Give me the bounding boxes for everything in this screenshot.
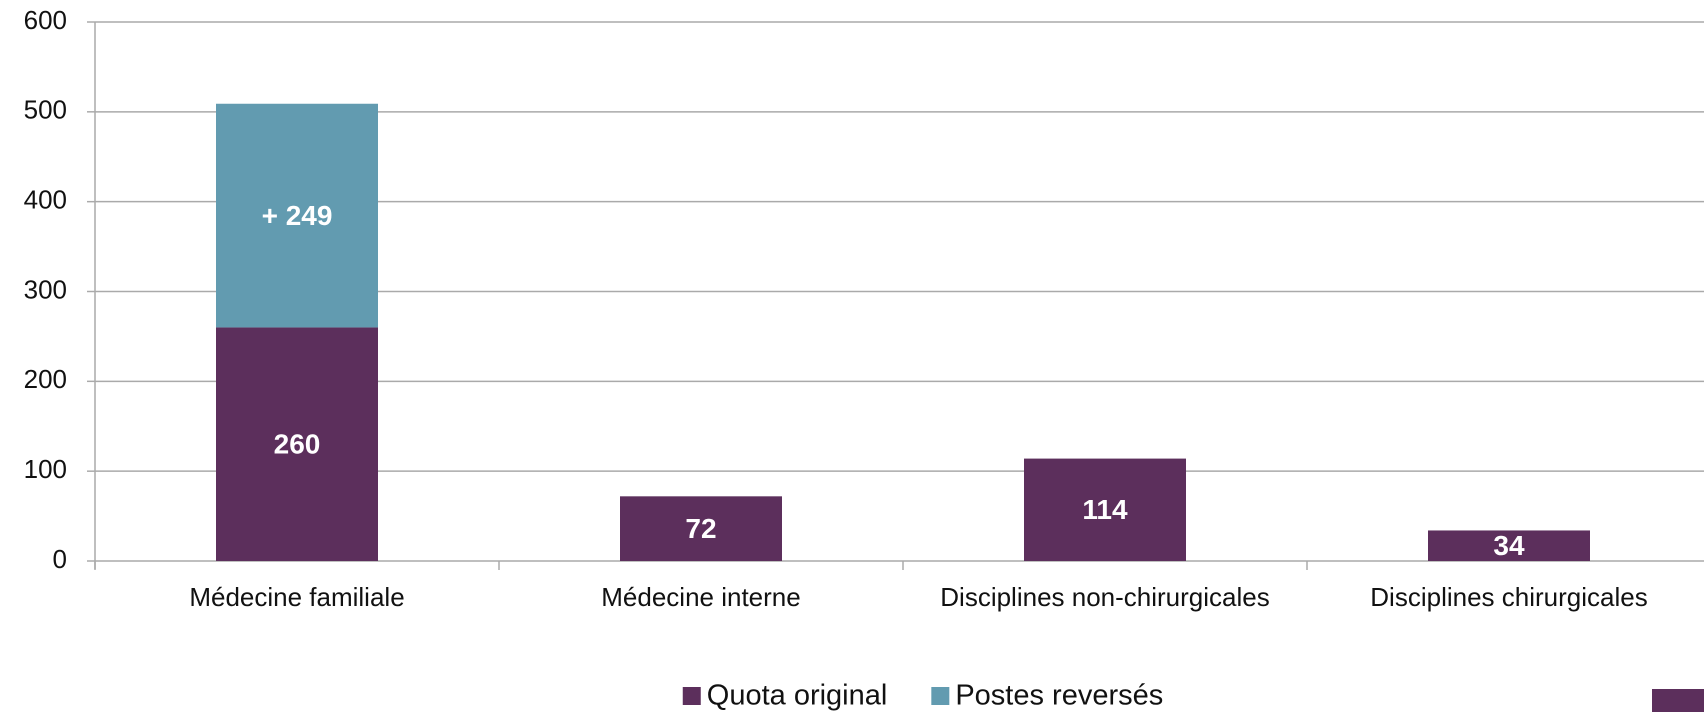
data-label: 114: [1082, 494, 1128, 525]
y-tick-label: 300: [24, 274, 67, 304]
data-label: 34: [1493, 530, 1525, 561]
x-tick-label-box: Disciplines non-chirurgicales: [940, 582, 1270, 612]
y-tick-label: 500: [24, 95, 67, 125]
y-tick-label: 0: [53, 544, 67, 574]
bar-segment: [216, 327, 378, 561]
x-tick-label: Médecine interne: [601, 582, 801, 612]
legend-swatch: [931, 687, 950, 705]
x-tick-label-box: Médecine interne: [601, 582, 801, 612]
bar-segment: [620, 496, 782, 561]
legend-label: Quota original: [707, 680, 888, 712]
legend-swatch: [682, 687, 701, 705]
corner-decoration: [1652, 689, 1704, 712]
y-tick-label: 100: [24, 454, 67, 484]
y-tick-label: 200: [24, 364, 67, 394]
legend-label: Postes reversés: [955, 680, 1163, 712]
x-tick-label-box: Médecine familiale: [189, 582, 405, 612]
y-tick-label: 400: [24, 185, 67, 215]
y-tick-label: 600: [24, 5, 67, 35]
data-label: + 249: [262, 200, 333, 231]
bar-segment: [216, 103, 378, 328]
x-tick-label: Disciplines non-chirurgicales: [940, 582, 1270, 612]
bar-segment: [1428, 530, 1590, 561]
legend: Quota original Postes reversés: [682, 680, 1163, 712]
x-tick-label: Disciplines chirurgicales: [1370, 582, 1648, 612]
data-label: 260: [274, 429, 321, 460]
data-label: 72: [685, 513, 716, 544]
x-tick-label-box: Disciplines chirurgicales: [1370, 582, 1648, 612]
x-tick-label: Médecine familiale: [189, 582, 405, 612]
bar-segment: [1024, 458, 1186, 561]
